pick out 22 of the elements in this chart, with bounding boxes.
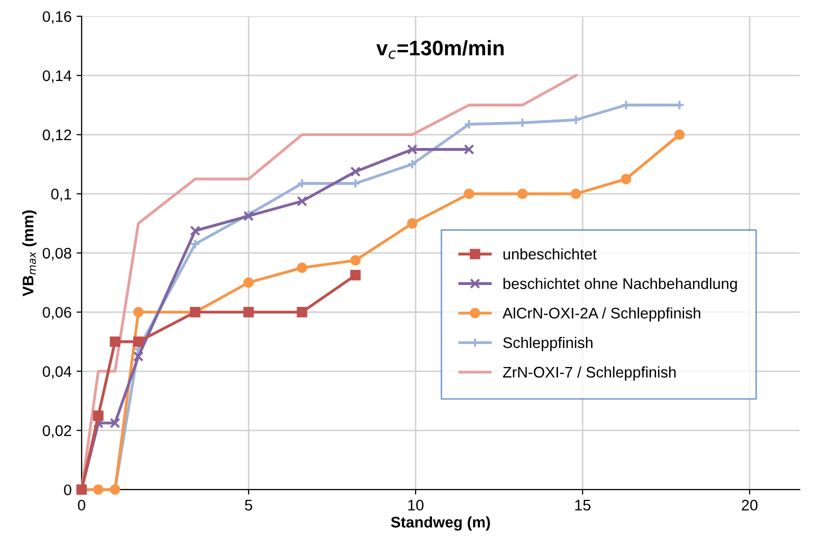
y-tick-label: 0,14 (42, 70, 72, 83)
y-tick-label: 0,12 (42, 130, 72, 142)
x-axis-title: Standweg (m) (391, 516, 490, 531)
y-tick-label: 0,06 (42, 306, 72, 320)
y-tick-label: 0,02 (42, 425, 72, 438)
legend-label: beschichtet ohne Nachbehandlung (504, 278, 737, 292)
x-tick-label: 15 (575, 500, 590, 511)
y-axis-title: VB$_{max}$ (mm) (22, 210, 36, 296)
legend-label: unbeschichtet (504, 248, 597, 260)
y-tick-label: 0,08 (42, 248, 72, 260)
legend-label: Schleppfinish (503, 336, 592, 352)
x-tick-label: 0 (78, 500, 86, 511)
legend-label: AlCrN-OXI-2A / Schleppfinish (502, 307, 700, 322)
text: v$_{c}$=130m/min (376, 40, 504, 59)
y-tick-label: 0,04 (42, 366, 72, 379)
x-tick-label: 20 (742, 500, 758, 511)
y-tick-label: 0,1 (51, 188, 72, 202)
y-tick-label: 0,16 (42, 11, 72, 24)
x-tick-label: 10 (408, 500, 424, 511)
legend-label: ZrN-OXI-7 / Schleppfinish (503, 366, 676, 381)
y-tick-label: 0 (64, 484, 72, 496)
x-tick-label: 5 (244, 500, 252, 511)
